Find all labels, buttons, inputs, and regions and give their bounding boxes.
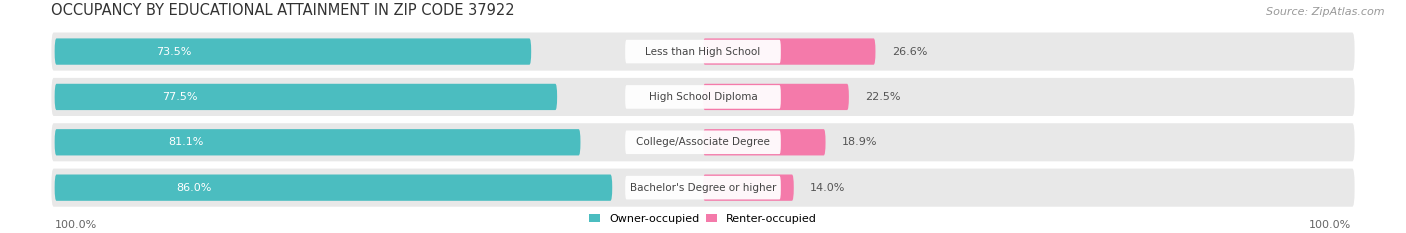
Text: Less than High School: Less than High School — [645, 47, 761, 57]
FancyBboxPatch shape — [703, 175, 794, 201]
FancyBboxPatch shape — [626, 40, 780, 63]
Text: High School Diploma: High School Diploma — [648, 92, 758, 102]
Text: College/Associate Degree: College/Associate Degree — [636, 137, 770, 147]
Text: Bachelor's Degree or higher: Bachelor's Degree or higher — [630, 183, 776, 193]
FancyBboxPatch shape — [52, 169, 1354, 207]
FancyBboxPatch shape — [626, 130, 780, 154]
FancyBboxPatch shape — [626, 176, 780, 199]
FancyBboxPatch shape — [703, 84, 849, 110]
FancyBboxPatch shape — [55, 175, 612, 201]
FancyBboxPatch shape — [55, 38, 531, 65]
FancyBboxPatch shape — [52, 123, 1354, 161]
Text: 18.9%: 18.9% — [842, 137, 877, 147]
Text: 81.1%: 81.1% — [169, 137, 204, 147]
FancyBboxPatch shape — [703, 38, 876, 65]
Text: Source: ZipAtlas.com: Source: ZipAtlas.com — [1267, 7, 1385, 17]
Text: 100.0%: 100.0% — [1309, 220, 1351, 230]
FancyBboxPatch shape — [55, 129, 581, 155]
Text: 26.6%: 26.6% — [891, 47, 927, 57]
Text: 77.5%: 77.5% — [163, 92, 198, 102]
Text: 86.0%: 86.0% — [176, 183, 212, 193]
Text: 100.0%: 100.0% — [55, 220, 97, 230]
Legend: Owner-occupied, Renter-occupied: Owner-occupied, Renter-occupied — [589, 214, 817, 224]
Text: OCCUPANCY BY EDUCATIONAL ATTAINMENT IN ZIP CODE 37922: OCCUPANCY BY EDUCATIONAL ATTAINMENT IN Z… — [52, 3, 515, 17]
Text: 14.0%: 14.0% — [810, 183, 845, 193]
FancyBboxPatch shape — [55, 84, 557, 110]
FancyBboxPatch shape — [626, 85, 780, 109]
FancyBboxPatch shape — [703, 129, 825, 155]
FancyBboxPatch shape — [52, 78, 1354, 116]
Text: 73.5%: 73.5% — [156, 47, 191, 57]
FancyBboxPatch shape — [52, 33, 1354, 71]
Text: 22.5%: 22.5% — [865, 92, 901, 102]
